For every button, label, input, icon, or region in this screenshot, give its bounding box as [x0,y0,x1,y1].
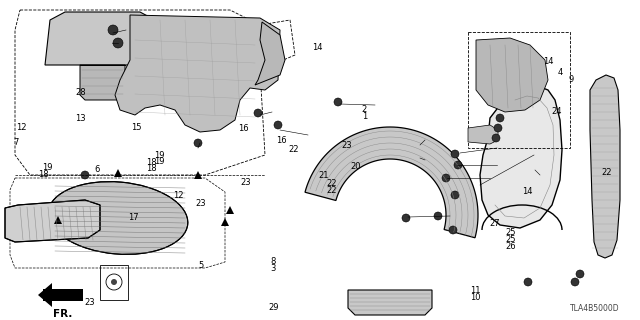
Text: 13: 13 [76,114,86,123]
Text: 10: 10 [470,293,481,302]
Polygon shape [221,218,229,226]
Text: 14: 14 [522,188,532,196]
Text: 20: 20 [351,162,361,171]
Text: 26: 26 [506,242,516,251]
Circle shape [274,121,282,129]
Text: 12: 12 [173,191,183,200]
Text: 22: 22 [288,145,298,154]
Circle shape [451,150,459,158]
Circle shape [434,212,442,220]
Text: 18: 18 [146,164,157,173]
Circle shape [524,278,532,286]
Circle shape [492,134,500,142]
Ellipse shape [48,182,188,254]
Text: 5: 5 [198,261,204,270]
Text: 27: 27 [490,220,500,228]
Text: 21: 21 [318,171,328,180]
Polygon shape [255,22,285,85]
Circle shape [108,25,118,35]
Text: 14: 14 [543,57,553,66]
Text: 25: 25 [506,228,516,237]
Polygon shape [468,125,498,144]
Text: 18: 18 [38,170,49,179]
Circle shape [113,38,123,48]
Circle shape [576,270,584,278]
Polygon shape [194,171,202,179]
Text: 8: 8 [271,257,276,266]
Text: 29: 29 [269,303,279,312]
Text: 1: 1 [362,112,367,121]
Circle shape [81,171,89,179]
Text: 23: 23 [341,141,352,150]
Text: 11: 11 [470,286,481,295]
Polygon shape [5,200,100,242]
Text: 6: 6 [95,165,100,174]
Text: 22: 22 [602,168,612,177]
Text: FR.: FR. [53,309,73,319]
Text: 17: 17 [128,213,139,222]
Text: 14: 14 [312,43,323,52]
Text: 19: 19 [154,151,164,160]
Circle shape [571,278,579,286]
Text: 9: 9 [568,75,573,84]
Text: 12: 12 [16,124,26,132]
Circle shape [334,98,342,106]
Polygon shape [480,85,562,228]
Text: 4: 4 [558,68,563,77]
Text: 3: 3 [271,264,276,273]
Text: 16: 16 [276,136,287,145]
Text: 24: 24 [552,107,562,116]
Text: 28: 28 [76,88,86,97]
Text: 19: 19 [42,163,52,172]
Circle shape [496,114,504,122]
Circle shape [454,161,462,169]
Polygon shape [45,12,155,65]
Polygon shape [115,15,280,132]
Text: 23: 23 [74,290,84,299]
Circle shape [402,214,410,222]
Polygon shape [590,75,620,258]
Circle shape [254,109,262,117]
Text: 23: 23 [195,199,206,208]
Text: 23: 23 [240,178,251,187]
Text: 22: 22 [326,179,337,188]
Circle shape [194,139,202,147]
Circle shape [442,174,450,182]
Polygon shape [305,127,478,238]
Polygon shape [348,290,432,315]
Circle shape [449,226,457,234]
Polygon shape [54,216,62,224]
Text: 22: 22 [326,186,337,195]
Text: TLA4B5000D: TLA4B5000D [570,304,620,313]
Polygon shape [476,38,548,112]
Circle shape [111,279,117,285]
Text: 19: 19 [154,157,164,166]
Text: 15: 15 [131,123,141,132]
Polygon shape [43,289,83,301]
Text: 7: 7 [13,138,18,147]
Circle shape [451,191,459,199]
Circle shape [494,124,502,132]
Polygon shape [114,169,122,177]
Polygon shape [226,206,234,214]
Polygon shape [38,283,52,307]
Text: 16: 16 [238,124,249,133]
Text: 2: 2 [362,105,367,114]
Text: 18: 18 [146,158,157,167]
Text: 25: 25 [506,235,516,244]
Text: 23: 23 [84,298,95,307]
Polygon shape [80,65,125,100]
